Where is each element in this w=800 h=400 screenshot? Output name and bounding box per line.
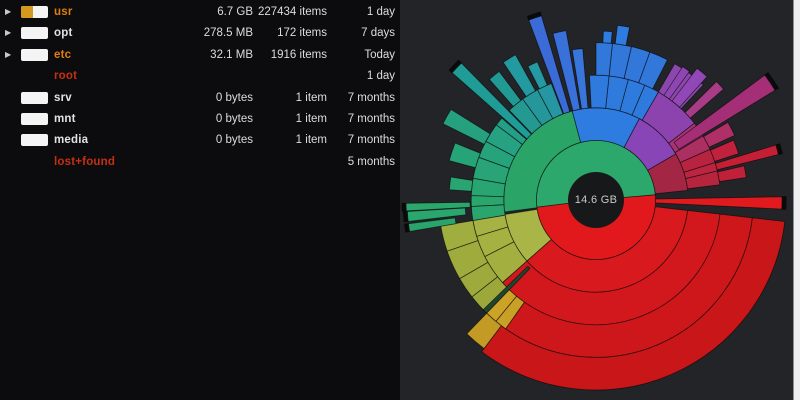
usage-bar — [21, 48, 48, 61]
sunburst-segment-tip[interactable] — [764, 72, 780, 91]
sunburst-segment[interactable] — [552, 30, 581, 112]
sunburst-segment-tip[interactable] — [526, 11, 542, 21]
sunburst-segment[interactable] — [571, 48, 589, 110]
usage-bar-fill — [21, 6, 34, 18]
expander-icon[interactable]: ▶ — [5, 28, 12, 38]
sunburst-chart[interactable] — [400, 0, 800, 400]
sunburst-segment[interactable] — [502, 54, 537, 98]
folder-name: lost+found — [54, 155, 116, 168]
sunburst-segment[interactable] — [481, 217, 786, 391]
modified-cell: Today — [364, 48, 395, 61]
table-row[interactable]: ▶ opt 278.5 MB 172 items 7 days — [0, 22, 400, 44]
items-cell: 1 item — [295, 113, 327, 125]
items-cell: 1 item — [295, 91, 327, 104]
folder-name: root — [54, 70, 78, 83]
usage-bar — [21, 6, 48, 18]
modified-cell: 7 days — [361, 27, 395, 40]
table-row[interactable]: ▶ usr 6.7 GB 227434 items 1 day — [0, 1, 400, 23]
items-cell: 1916 items — [270, 48, 327, 61]
folder-name: usr — [54, 6, 73, 18]
file-list-panel: ▶ usr 6.7 GB 227434 items 1 day ▶ opt 27… — [0, 0, 400, 400]
table-row[interactable]: media 0 bytes 1 item 7 months — [0, 129, 400, 151]
sunburst-segment-tip[interactable] — [775, 143, 783, 156]
modified-cell: 7 months — [347, 113, 395, 125]
chart-center-disc[interactable] — [568, 172, 624, 228]
size-cell: 32.1 MB — [210, 48, 253, 61]
sunburst-segment[interactable] — [655, 196, 787, 210]
items-cell: 172 items — [277, 27, 327, 40]
modified-cell: 5 months — [347, 155, 395, 168]
sunburst-segment-tip[interactable] — [448, 59, 462, 74]
usage-bar — [21, 91, 48, 104]
table-row[interactable]: srv 0 bytes 1 item 7 months — [0, 87, 400, 109]
sunburst-segment[interactable] — [717, 165, 747, 183]
table-row[interactable]: root 1 day — [0, 65, 400, 87]
sunburst-segment[interactable] — [602, 30, 613, 44]
chart-area: 14.6 GB — [400, 0, 800, 400]
usage-bar — [21, 27, 48, 40]
modified-cell: 7 months — [347, 91, 395, 104]
sunburst-segment[interactable] — [663, 66, 691, 100]
table-row[interactable]: lost+found 5 months — [0, 151, 400, 173]
sunburst-segment-tip[interactable] — [402, 211, 409, 223]
sunburst-segment[interactable] — [442, 108, 491, 145]
sunburst-segment[interactable] — [614, 24, 631, 46]
expander-icon[interactable]: ▶ — [5, 49, 12, 59]
scrollbar[interactable] — [793, 0, 800, 400]
sunburst-segment[interactable] — [527, 61, 548, 90]
folder-name: media — [54, 134, 89, 147]
sunburst-segment[interactable] — [482, 265, 531, 314]
folder-name: opt — [54, 27, 73, 40]
size-cell: 6.7 GB — [217, 6, 253, 18]
sunburst-segment-tip[interactable] — [781, 196, 787, 210]
sunburst-segment[interactable] — [466, 312, 502, 350]
modified-cell: 1 day — [366, 6, 395, 18]
sunburst-segment[interactable] — [448, 176, 474, 192]
items-cell: 227434 items — [257, 6, 327, 18]
sunburst-segment-tip[interactable] — [404, 223, 411, 233]
folder-name: etc — [54, 48, 72, 61]
table-row[interactable]: ▶ etc 32.1 MB 1916 items Today — [0, 44, 400, 66]
sunburst-segment-tip[interactable] — [401, 202, 407, 212]
usage-bar — [21, 113, 48, 125]
size-cell: 0 bytes — [215, 113, 253, 125]
sunburst-segment[interactable] — [684, 80, 725, 119]
size-cell: 278.5 MB — [203, 27, 253, 40]
sunburst-segment[interactable] — [589, 74, 610, 109]
size-cell: 0 bytes — [215, 91, 253, 104]
sunburst-segment[interactable] — [702, 121, 736, 148]
sunburst-segment[interactable] — [709, 139, 740, 162]
folder-name: srv — [54, 91, 72, 104]
sunburst-segment[interactable] — [671, 67, 708, 108]
sunburst-segment[interactable] — [448, 142, 481, 169]
usage-bar — [21, 134, 48, 147]
expander-icon[interactable]: ▶ — [5, 7, 12, 16]
table-row[interactable]: mnt 0 bytes 1 item 7 months — [0, 108, 400, 130]
modified-cell: 7 months — [347, 134, 395, 147]
modified-cell: 1 day — [366, 70, 395, 83]
folder-name: mnt — [54, 113, 76, 125]
items-cell: 1 item — [295, 134, 327, 147]
size-cell: 0 bytes — [215, 134, 253, 147]
sunburst-segment[interactable] — [488, 70, 522, 108]
